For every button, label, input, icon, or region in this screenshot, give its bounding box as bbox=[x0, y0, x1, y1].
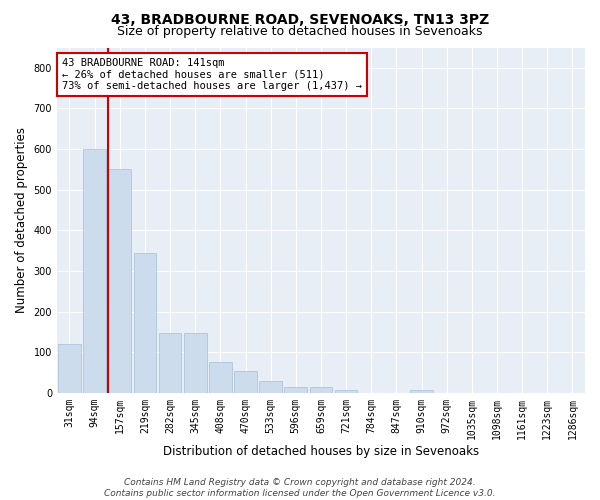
Bar bbox=[159, 333, 181, 393]
Text: 43 BRADBOURNE ROAD: 141sqm
← 26% of detached houses are smaller (511)
73% of sem: 43 BRADBOURNE ROAD: 141sqm ← 26% of deta… bbox=[62, 58, 362, 91]
Bar bbox=[310, 388, 332, 393]
Bar bbox=[335, 390, 358, 393]
Bar bbox=[234, 370, 257, 393]
Bar bbox=[134, 252, 156, 393]
Text: Size of property relative to detached houses in Sevenoaks: Size of property relative to detached ho… bbox=[117, 25, 483, 38]
Bar bbox=[184, 333, 206, 393]
Bar bbox=[83, 149, 106, 393]
Bar bbox=[58, 344, 81, 393]
Bar bbox=[209, 362, 232, 393]
Text: 43, BRADBOURNE ROAD, SEVENOAKS, TN13 3PZ: 43, BRADBOURNE ROAD, SEVENOAKS, TN13 3PZ bbox=[111, 12, 489, 26]
Bar bbox=[259, 381, 282, 393]
Bar bbox=[109, 170, 131, 393]
Bar bbox=[284, 387, 307, 393]
X-axis label: Distribution of detached houses by size in Sevenoaks: Distribution of detached houses by size … bbox=[163, 444, 479, 458]
Text: Contains HM Land Registry data © Crown copyright and database right 2024.
Contai: Contains HM Land Registry data © Crown c… bbox=[104, 478, 496, 498]
Bar bbox=[410, 390, 433, 393]
Y-axis label: Number of detached properties: Number of detached properties bbox=[15, 127, 28, 313]
